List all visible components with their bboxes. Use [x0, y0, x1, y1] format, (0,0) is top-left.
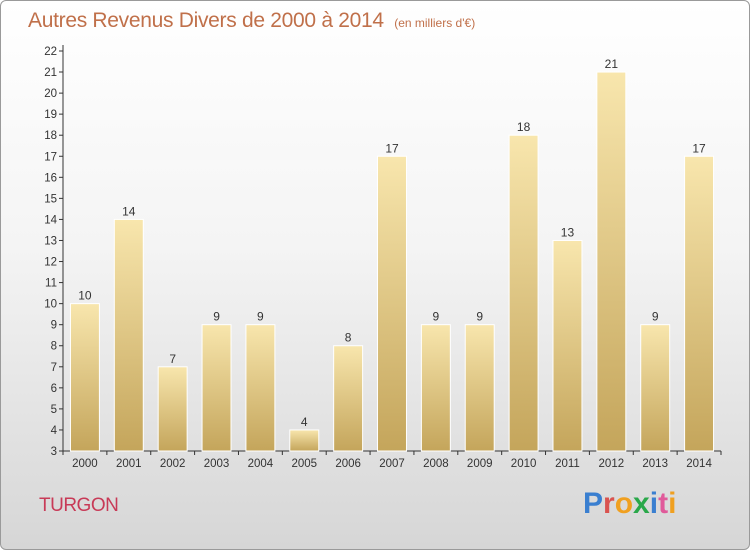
bar	[289, 429, 320, 452]
bar-value-label: 13	[561, 225, 575, 239]
bar-value-label: 7	[169, 352, 176, 366]
bar-value-label: 4	[301, 415, 308, 429]
chart-title-text: Autres Revenus Divers de 2000 à 2014	[28, 9, 384, 32]
data-labels-group: 10 14 7 9 9 4 8 17 9 9 18 13 21 9 17	[78, 57, 706, 429]
x-tick-label: 2012	[599, 458, 625, 470]
y-tick-label: 8	[51, 341, 57, 353]
logo-letter: o	[614, 487, 634, 520]
x-tick-label: 2005	[291, 458, 317, 470]
bar-value-label: 17	[692, 141, 706, 155]
y-tick-label: 19	[44, 109, 57, 121]
bar-value-label: 8	[345, 331, 352, 345]
logo-letter: x	[633, 487, 650, 520]
bar	[508, 134, 539, 452]
bar	[69, 303, 100, 452]
y-tick-label: 11	[45, 278, 57, 290]
chart-unit-text: (en milliers d'€)	[394, 16, 476, 30]
bar-value-label: 18	[517, 120, 531, 134]
y-tick-label: 16	[44, 172, 57, 184]
y-tick-label: 13	[44, 235, 57, 247]
x-tick-label: 2008	[423, 458, 449, 470]
y-tick-label: 15	[44, 193, 57, 205]
bar	[245, 324, 276, 452]
x-tick-label: 2006	[335, 458, 361, 470]
bar	[113, 218, 144, 452]
x-axis: 2000 2001 2002 2003 2004 2005 2006 2007 2008 2009…	[62, 450, 722, 470]
y-tick-label: 5	[51, 404, 57, 416]
logo-letter: r	[603, 487, 615, 520]
bar-value-label: 17	[385, 141, 399, 155]
y-tick-label: 10	[44, 299, 57, 311]
bars-group	[69, 71, 715, 452]
logo-letter: i	[649, 487, 659, 520]
x-tick-label: 2004	[248, 458, 274, 470]
y-tick-label: 22	[44, 46, 57, 58]
bar-value-label: 9	[433, 310, 440, 324]
y-tick-label: 3	[51, 446, 57, 458]
bar	[640, 324, 671, 452]
x-tick-label: 2013	[642, 458, 668, 470]
bar	[333, 345, 364, 452]
y-axis: 3 4 5 6 7 8 9 10 11 12 13 14 15 16 17 18 19 20 21 22	[44, 45, 64, 458]
bar	[464, 324, 495, 452]
x-tick-label: 2011	[555, 458, 580, 470]
bar-value-label: 10	[78, 289, 92, 303]
x-tick-label: 2007	[379, 458, 405, 470]
bar-value-label: 9	[213, 310, 220, 324]
bar-value-label: 9	[476, 310, 483, 324]
x-tick-label: 2009	[467, 458, 493, 470]
bar	[377, 155, 407, 452]
y-tick-label: 14	[44, 214, 57, 226]
bar	[684, 155, 715, 452]
y-tick-label: 7	[51, 362, 57, 374]
x-tick-label: 2000	[72, 458, 98, 470]
bar	[201, 324, 232, 452]
logo-letter: P	[583, 487, 604, 520]
logo-letter: i	[668, 487, 677, 520]
x-tick-label: 2003	[204, 458, 230, 470]
y-tick-label: 4	[51, 425, 58, 437]
chart-title: Autres Revenus Divers de 2000 à 2014 (en…	[28, 9, 475, 33]
bar	[552, 239, 583, 452]
bar-value-label: 21	[605, 57, 619, 71]
y-tick-label: 6	[51, 383, 57, 395]
bar	[596, 71, 627, 452]
bar-value-label: 14	[122, 204, 136, 218]
y-tick-label: 21	[44, 67, 57, 79]
y-tick-label: 12	[44, 257, 57, 269]
bar-value-label: 9	[257, 310, 264, 324]
x-tick-label: 2001	[116, 458, 142, 470]
bar	[157, 366, 188, 452]
x-tick-label: 2010	[511, 458, 537, 470]
y-tick-label: 17	[44, 151, 57, 163]
x-tick-label: 2002	[160, 458, 186, 470]
y-tick-label: 18	[44, 130, 57, 142]
proxiti-logo[interactable]: Proxiti	[583, 487, 676, 521]
y-tick-label: 20	[44, 88, 57, 100]
bar-value-label: 9	[652, 310, 659, 324]
commune-name: TURGON	[39, 495, 119, 516]
y-tick-label: 9	[51, 320, 57, 332]
x-tick-label: 2014	[686, 458, 712, 470]
logo-letter: t	[658, 487, 669, 520]
bar	[420, 324, 451, 452]
